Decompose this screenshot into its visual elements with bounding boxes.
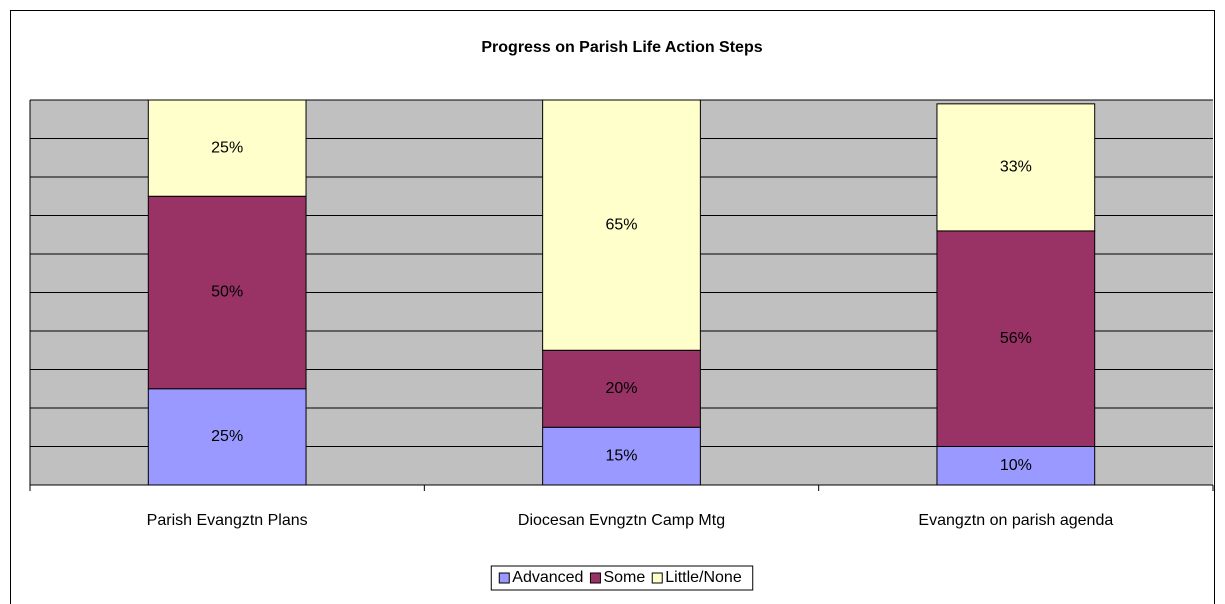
legend-swatch bbox=[589, 572, 601, 584]
legend-box bbox=[490, 565, 754, 591]
x-tick-label: Diocesan Evngztn Camp Mtg bbox=[518, 512, 725, 529]
x-tick-label: Evangztn on parish agenda bbox=[918, 512, 1113, 529]
data-label: 65% bbox=[605, 216, 637, 233]
legend-label: Little/None bbox=[665, 569, 742, 586]
data-label: 50% bbox=[211, 284, 243, 301]
bar-segment bbox=[936, 103, 1096, 232]
data-label: 25% bbox=[211, 139, 243, 156]
bar-segment bbox=[147, 195, 307, 390]
bar-segment bbox=[542, 99, 701, 351]
bar-segment bbox=[936, 230, 1096, 447]
data-label: 15% bbox=[605, 447, 637, 464]
data-label: 10% bbox=[1000, 457, 1032, 474]
bar-segment bbox=[542, 349, 701, 428]
data-label: 56% bbox=[1000, 330, 1032, 347]
data-label: 20% bbox=[605, 380, 637, 397]
data-label: 25% bbox=[211, 428, 243, 445]
bar-segment bbox=[147, 99, 307, 197]
bar-segment bbox=[936, 446, 1096, 486]
legend-swatch bbox=[498, 572, 510, 584]
bar-segment bbox=[147, 388, 307, 486]
data-label: 33% bbox=[1000, 159, 1032, 176]
x-tick-label: Parish Evangztn Plans bbox=[147, 512, 308, 529]
legend-swatch bbox=[651, 572, 663, 584]
legend-label: Some bbox=[603, 569, 645, 586]
chart-title: Progress on Parish Life Action Steps bbox=[481, 39, 762, 56]
legend-label: Advanced bbox=[512, 569, 583, 586]
